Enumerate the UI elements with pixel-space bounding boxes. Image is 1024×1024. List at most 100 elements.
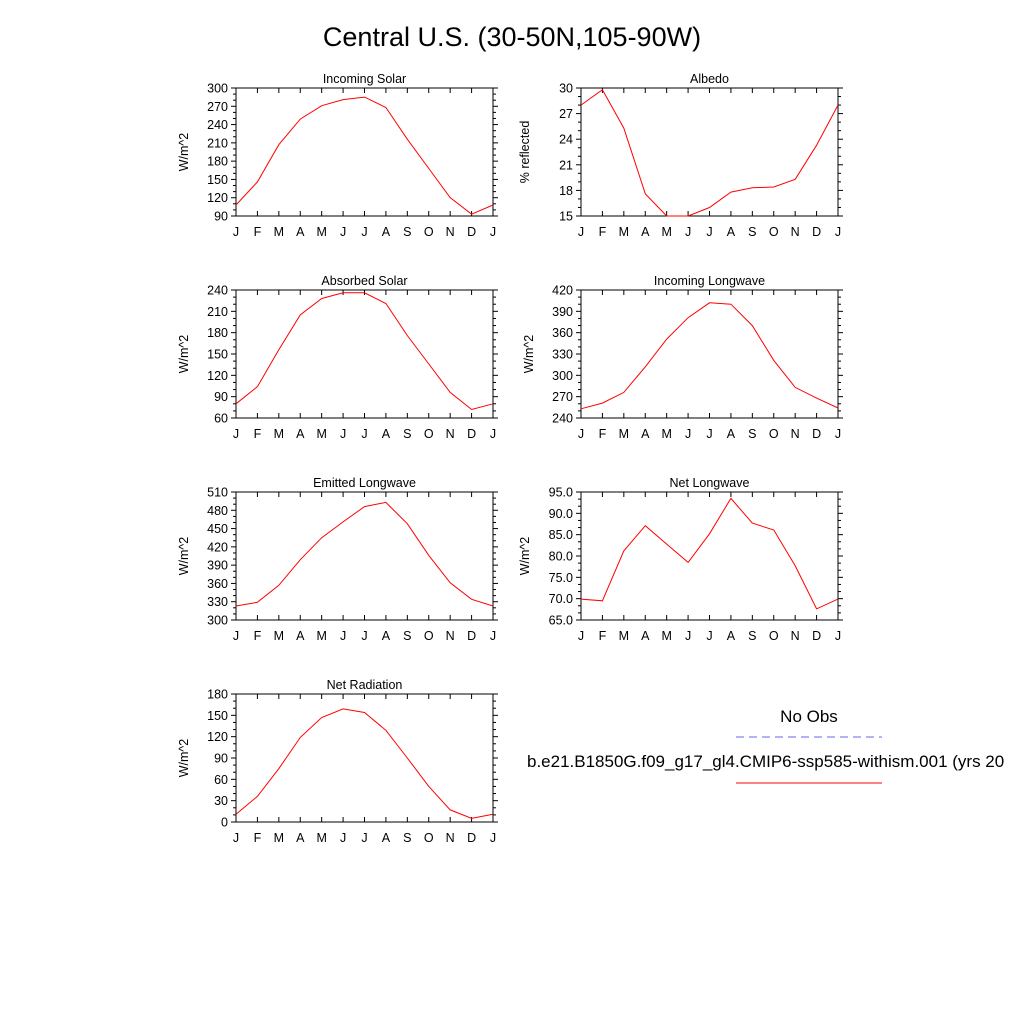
y-tick-label: 210 (207, 305, 228, 319)
y-tick-label: 150 (207, 348, 228, 362)
x-tick-label: J (835, 427, 841, 441)
y-tick-label: 390 (552, 305, 573, 319)
x-tick-label: J (233, 629, 239, 643)
x-tick-label: D (812, 225, 821, 239)
x-tick-label: N (446, 629, 455, 643)
y-tick-label: 480 (207, 504, 228, 518)
y-axis-label: W/m^2 (177, 335, 191, 374)
x-tick-label: N (446, 831, 455, 845)
x-tick-label: S (748, 629, 756, 643)
x-tick-label: A (382, 831, 391, 845)
x-tick-label: A (641, 629, 650, 643)
x-tick-label: J (578, 629, 584, 643)
x-tick-label: A (382, 225, 391, 239)
y-tick-label: 420 (552, 284, 573, 298)
x-tick-label: D (812, 427, 821, 441)
legend-obs-label: No Obs (780, 707, 838, 726)
y-tick-label: 180 (207, 326, 228, 340)
plot-frame (235, 289, 494, 419)
x-tick-label: D (467, 427, 476, 441)
x-tick-label: D (467, 629, 476, 643)
x-tick-label: M (274, 629, 284, 643)
x-tick-label: M (316, 831, 326, 845)
panel-title: Absorbed Solar (321, 274, 407, 288)
y-tick-label: 90 (214, 390, 228, 404)
x-tick-label: O (424, 225, 434, 239)
series-line (235, 96, 494, 215)
x-tick-label: J (490, 427, 496, 441)
x-tick-label: M (619, 225, 629, 239)
y-tick-label: 75.0 (549, 571, 573, 585)
panel-title: Albedo (690, 72, 729, 86)
x-tick-label: N (446, 427, 455, 441)
y-tick-label: 30 (214, 794, 228, 808)
x-tick-label: S (403, 831, 411, 845)
x-tick-label: A (296, 831, 305, 845)
x-tick-label: O (424, 629, 434, 643)
x-tick-label: J (706, 225, 712, 239)
x-tick-label: O (424, 427, 434, 441)
y-tick-label: 330 (552, 348, 573, 362)
x-tick-label: J (361, 831, 367, 845)
x-tick-label: A (641, 225, 650, 239)
x-tick-label: A (382, 629, 391, 643)
x-tick-label: A (727, 225, 736, 239)
y-tick-label: 270 (207, 100, 228, 114)
x-tick-label: J (361, 427, 367, 441)
x-tick-label: J (340, 831, 346, 845)
x-tick-label: S (403, 629, 411, 643)
y-tick-label: 210 (207, 136, 228, 150)
legend-model-label: b.e21.B1850G.f09_g17_gl4.CMIP6-ssp585-wi… (527, 752, 1004, 771)
series-line (580, 88, 839, 217)
plot-frame (235, 491, 494, 621)
x-tick-label: N (791, 427, 800, 441)
panel-title: Net Longwave (670, 476, 750, 490)
y-tick-label: 95.0 (549, 486, 573, 500)
y-tick-label: 360 (552, 326, 573, 340)
y-tick-label: 0 (221, 816, 228, 830)
y-axis-label: W/m^2 (522, 335, 536, 374)
x-tick-label: M (316, 427, 326, 441)
x-tick-label: J (706, 629, 712, 643)
panel-title: Net Radiation (327, 678, 403, 692)
y-tick-label: 120 (207, 369, 228, 383)
x-tick-label: A (296, 427, 305, 441)
x-tick-label: J (706, 427, 712, 441)
x-tick-label: A (727, 427, 736, 441)
series-line (580, 302, 839, 410)
y-tick-label: 30 (559, 82, 573, 96)
x-tick-label: J (490, 629, 496, 643)
x-tick-label: J (578, 427, 584, 441)
x-tick-label: D (467, 225, 476, 239)
x-tick-label: J (233, 831, 239, 845)
x-tick-label: M (661, 629, 671, 643)
plot-frame (235, 693, 494, 823)
x-tick-label: N (446, 225, 455, 239)
plot-frame (580, 289, 839, 419)
y-tick-label: 90 (214, 752, 228, 766)
y-tick-label: 80.0 (549, 550, 573, 564)
x-tick-label: J (685, 629, 691, 643)
y-tick-label: 510 (207, 486, 228, 500)
y-tick-label: 15 (559, 210, 573, 224)
x-tick-label: M (274, 831, 284, 845)
y-axis-label: W/m^2 (177, 739, 191, 778)
y-axis-label: W/m^2 (177, 537, 191, 576)
series-line (580, 497, 839, 610)
x-tick-label: A (641, 427, 650, 441)
y-tick-label: 90 (214, 210, 228, 224)
plot-frame (580, 491, 839, 621)
y-tick-label: 330 (207, 595, 228, 609)
x-tick-label: M (661, 427, 671, 441)
x-tick-label: A (727, 629, 736, 643)
y-tick-label: 60 (214, 412, 228, 426)
y-tick-label: 21 (559, 158, 573, 172)
y-axis-label: % reflected (518, 121, 532, 184)
x-tick-label: O (769, 629, 779, 643)
x-tick-label: J (233, 427, 239, 441)
x-tick-label: J (340, 225, 346, 239)
